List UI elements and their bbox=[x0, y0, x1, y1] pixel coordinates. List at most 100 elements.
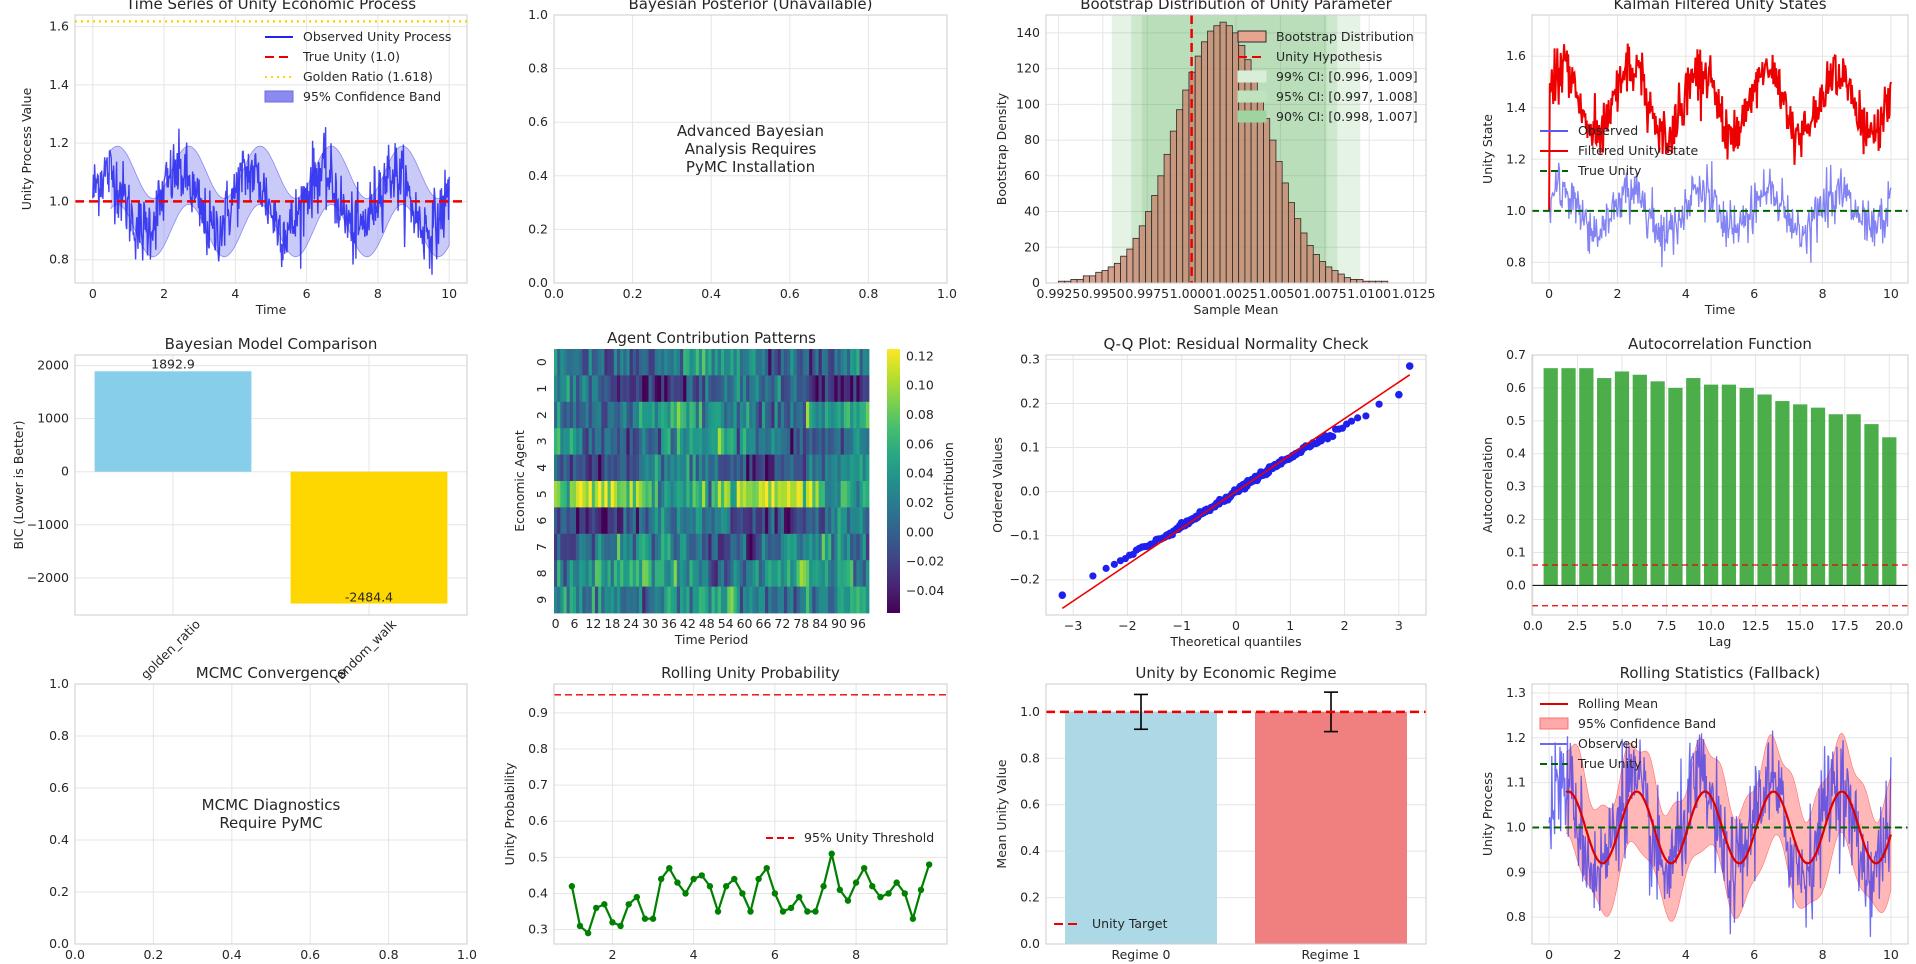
heatmap-cell bbox=[569, 375, 574, 403]
heatmap-cell bbox=[566, 560, 571, 587]
heatmap-cell bbox=[752, 428, 756, 455]
heatmap-cell bbox=[629, 428, 634, 455]
heatmap-cell bbox=[680, 533, 684, 561]
chart-title: Rolling Unity Probability bbox=[661, 664, 840, 682]
heatmap-cell bbox=[821, 349, 826, 376]
heatmap-cell bbox=[572, 586, 577, 614]
probability-point bbox=[901, 890, 908, 897]
heatmap-cell bbox=[846, 401, 851, 429]
heatmap-cell bbox=[724, 481, 728, 508]
heatmap-cell bbox=[670, 454, 675, 482]
heatmap-cell bbox=[632, 375, 637, 403]
heatmap-cell bbox=[743, 533, 747, 561]
y-tick-label: 1.0 bbox=[1020, 704, 1040, 719]
heatmap-cell bbox=[806, 375, 810, 403]
heatmap-cell bbox=[676, 375, 681, 403]
heatmap-cell bbox=[809, 507, 813, 535]
heatmap-cell bbox=[686, 401, 690, 429]
regime-bar bbox=[1255, 711, 1407, 944]
x-tick-label: 0.9925 bbox=[1037, 286, 1081, 301]
heatmap-cell bbox=[768, 349, 772, 376]
heatmap-cell bbox=[802, 401, 807, 429]
heatmap-cell bbox=[714, 454, 719, 482]
histogram-bar bbox=[1256, 96, 1264, 284]
heatmap-cell bbox=[579, 428, 583, 455]
histogram-bar bbox=[1157, 175, 1165, 284]
heatmap-cell bbox=[705, 401, 709, 429]
heatmap-cell bbox=[708, 428, 712, 455]
acf-bar bbox=[1686, 378, 1701, 586]
heatmap-cell bbox=[708, 560, 712, 587]
histogram-bar bbox=[1163, 153, 1171, 284]
y-tick-label: −0.1 bbox=[1010, 528, 1040, 543]
heatmap-cell bbox=[774, 507, 779, 535]
colorbar-tick-label: 0.02 bbox=[906, 495, 934, 510]
heatmap-cell bbox=[758, 533, 763, 561]
histogram-bar bbox=[1169, 130, 1177, 284]
heatmap-cell bbox=[569, 481, 574, 508]
x-tick-label: 8 bbox=[1819, 286, 1827, 301]
heatmap-cell bbox=[651, 375, 656, 403]
heatmap-cell bbox=[761, 481, 766, 508]
heatmap-cell bbox=[572, 481, 577, 508]
heatmap-cell bbox=[664, 454, 668, 482]
heatmap-cell bbox=[714, 533, 719, 561]
heatmap-cell bbox=[828, 533, 832, 561]
x-tick-label: 2 bbox=[1341, 618, 1349, 633]
heatmap-cell bbox=[585, 375, 590, 403]
heatmap-cell bbox=[702, 349, 706, 376]
heatmap-cell bbox=[828, 401, 832, 429]
heatmap-cell bbox=[850, 533, 854, 561]
legend-golden-ratio-label: Golden Ratio (1.618) bbox=[303, 69, 433, 84]
heatmap-cell bbox=[642, 507, 646, 535]
heatmap-cell bbox=[720, 428, 725, 455]
heatmap-cell bbox=[635, 560, 640, 587]
heatmap-cell bbox=[607, 586, 612, 614]
heatmap-cell bbox=[824, 586, 829, 614]
heatmap-cell bbox=[736, 375, 741, 403]
heatmap-cell bbox=[743, 586, 747, 614]
heatmap-cell bbox=[733, 349, 738, 376]
heatmap-cell bbox=[617, 349, 621, 376]
heatmap-cell bbox=[818, 507, 823, 535]
heatmap-cell bbox=[736, 454, 741, 482]
y-tick-label: 0.8 bbox=[49, 252, 69, 267]
heatmap-cell bbox=[837, 533, 842, 561]
histogram-bar bbox=[1350, 279, 1358, 284]
y-tick-label: 0.7 bbox=[1506, 347, 1526, 362]
heatmap-cell bbox=[850, 428, 854, 455]
y-tick-label: 0 bbox=[1032, 275, 1040, 290]
heatmap-cell bbox=[714, 401, 719, 429]
histogram-bar bbox=[1145, 211, 1153, 284]
y-tick-label: 100 bbox=[1016, 96, 1040, 111]
heatmap-cell bbox=[670, 586, 675, 614]
heatmap-cell bbox=[576, 428, 580, 455]
histogram-bar bbox=[1300, 232, 1308, 284]
x-tick-label: 1.0000 bbox=[1170, 286, 1214, 301]
heatmap-cell bbox=[664, 560, 668, 587]
heatmap-cell bbox=[774, 586, 779, 614]
heatmap-cell bbox=[840, 428, 845, 455]
y-tick-label: 1.6 bbox=[1506, 48, 1526, 63]
heatmap-cell bbox=[809, 375, 813, 403]
heatmap-cell bbox=[594, 349, 599, 376]
heatmap-cell bbox=[843, 560, 848, 587]
legend-observed-label: Observed bbox=[1578, 123, 1638, 138]
heatmap-cell bbox=[733, 481, 738, 508]
heatmap-cell bbox=[642, 481, 646, 508]
heatmap-cell bbox=[695, 560, 700, 587]
heatmap-cell bbox=[739, 586, 744, 614]
heatmap-cell bbox=[673, 428, 678, 455]
colorbar-tick-label: −0.04 bbox=[906, 583, 944, 598]
heatmap-cell bbox=[654, 586, 659, 614]
axes-frame bbox=[74, 14, 468, 284]
heatmap-cell bbox=[790, 560, 794, 587]
heatmap-cell bbox=[657, 428, 662, 455]
heatmap-cell bbox=[651, 560, 656, 587]
heatmap-cell bbox=[736, 507, 741, 535]
heatmap-cell bbox=[705, 586, 709, 614]
heatmap-cell bbox=[806, 560, 810, 587]
heatmap-cell bbox=[727, 454, 731, 482]
heatmap-cell bbox=[705, 375, 709, 403]
heatmap-cell bbox=[850, 401, 854, 429]
